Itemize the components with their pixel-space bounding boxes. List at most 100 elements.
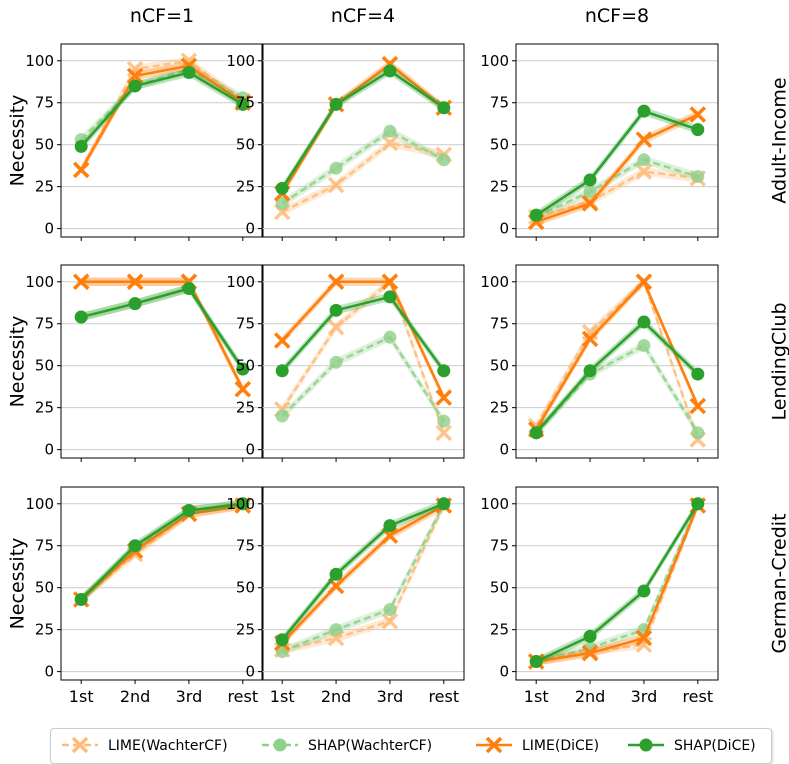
x-tick-label: 1st <box>524 687 549 706</box>
x-stroke <box>327 577 345 595</box>
data-point-x-lime-wachter <box>327 318 345 336</box>
y-tick-label: 50 <box>35 579 54 597</box>
x-tick-label: 3rd <box>176 687 203 706</box>
data-point-shap-dice <box>529 426 543 440</box>
x-stroke <box>635 636 653 653</box>
panel-data <box>273 497 453 659</box>
x-stroke <box>635 131 653 148</box>
y-tick-label: 25 <box>35 621 54 639</box>
y-tick-label: 25 <box>236 399 255 417</box>
series-band-shap-dice <box>282 66 444 193</box>
panel-data <box>273 273 453 442</box>
x-tick-label: 1st <box>270 687 295 706</box>
x-stroke <box>126 67 144 85</box>
series-band-shap-wachter <box>536 341 698 438</box>
series-line-lime-dice <box>535 113 699 224</box>
y-tick-label: 25 <box>35 399 54 417</box>
legend-label: SHAP(WachterCF) <box>308 738 432 754</box>
series-band-shap-dice <box>81 499 243 604</box>
data-point-x-lime-wachter <box>435 424 453 442</box>
data-point-shap-dice <box>182 281 196 295</box>
y-tick-label: 0 <box>245 220 255 238</box>
column-title: nCF=1 <box>130 5 194 27</box>
x-stroke <box>72 161 90 179</box>
row-title: LendingClub <box>769 302 789 420</box>
data-point-shap-wachter <box>329 161 343 175</box>
series-line-lime-wachter <box>80 504 243 601</box>
data-point-shap-wachter <box>329 623 343 637</box>
data-point-shap-dice <box>637 584 651 598</box>
y-tick-label: 50 <box>490 357 509 375</box>
data-point-shap-dice <box>583 629 597 643</box>
series-band-lime-dice <box>536 277 698 434</box>
data-point-x-lime-dice <box>635 629 653 647</box>
y-tick-label: 100 <box>480 495 509 513</box>
data-point-x-lime-dice <box>72 161 90 179</box>
panel-3-1: 0 25 50 75 100 1st 2nd 3rd rest Necessity <box>7 486 264 706</box>
data-point-shap-dice <box>329 97 343 111</box>
data-point-shap-dice <box>236 97 250 111</box>
y-tick-label: 100 <box>226 273 255 291</box>
x-stroke <box>126 60 144 78</box>
data-point-shap-dice <box>583 364 597 378</box>
panel-3-3: 0 25 50 75 100 1st 2nd 3rd rest <box>480 486 719 706</box>
y-tick-label: 50 <box>236 579 255 597</box>
panel-1-3: 0 25 50 75 100 <box>480 43 719 241</box>
legend-label: LIME(WachterCF) <box>108 738 228 754</box>
data-point-shap-dice <box>383 290 397 304</box>
y-tick-label: 100 <box>480 273 509 291</box>
data-point-shap-dice <box>275 633 289 647</box>
data-point-shap-dice <box>128 297 142 311</box>
x-stroke <box>234 380 252 398</box>
x-stroke <box>327 318 345 336</box>
data-point-shap-wachter <box>383 330 397 344</box>
y-tick-label: 50 <box>35 136 54 154</box>
x-tick-label: 2nd <box>120 687 150 706</box>
y-tick-label: 75 <box>236 315 255 333</box>
x-stroke <box>435 389 453 406</box>
y-axis-label: Necessity <box>7 538 29 630</box>
legend-item-lime-wachter: LIME(WachterCF) <box>62 736 228 754</box>
data-point-x-lime-dice <box>435 389 453 406</box>
panel-frame <box>60 264 264 459</box>
data-point-shap-wachter <box>691 170 705 184</box>
series-line-lime-dice <box>281 280 445 399</box>
data-point-shap-dice <box>437 497 451 511</box>
panel-frame <box>60 43 264 238</box>
data-point-x-lime-wachter <box>381 134 399 152</box>
y-tick-label: 100 <box>25 495 54 513</box>
x-stroke <box>581 195 599 212</box>
series-line-shap-wachter <box>80 502 243 601</box>
series-band-shap-wachter <box>536 499 698 666</box>
data-point-shap-dice <box>74 139 88 153</box>
y-tick-label: 0 <box>44 220 54 238</box>
y-tick-label: 75 <box>490 94 509 112</box>
data-point-shap-dice <box>329 303 343 317</box>
y-tick-label: 25 <box>490 621 509 639</box>
legend-label: SHAP(DiCE) <box>674 738 756 754</box>
column-title: nCF=4 <box>331 5 395 27</box>
data-point-shap-dice <box>128 79 142 93</box>
data-point-x-lime-dice <box>689 106 707 123</box>
panel-data <box>527 273 707 448</box>
data-point-shap-dice <box>691 123 705 137</box>
data-point-x-lime-dice <box>234 380 252 398</box>
data-point-shap-dice <box>182 66 196 80</box>
panel-2-3: 0 25 50 75 100 <box>480 264 719 462</box>
y-tick-label: 0 <box>499 441 509 459</box>
y-tick-label: 100 <box>25 52 54 70</box>
y-tick-label: 50 <box>490 136 509 154</box>
x-tick-label: rest <box>428 687 459 706</box>
series-line-lime-dice <box>281 504 445 644</box>
y-tick-label: 100 <box>25 273 54 291</box>
legend-marker <box>71 736 89 754</box>
series-line-lime-dice <box>80 504 243 601</box>
x-stroke <box>327 273 345 291</box>
y-tick-label: 75 <box>35 94 54 112</box>
x-tick-label: 3rd <box>377 687 404 706</box>
series-band-shap-dice <box>536 106 698 220</box>
y-tick-label: 75 <box>35 315 54 333</box>
y-tick-label: 0 <box>245 663 255 681</box>
series-line-lime-dice <box>281 62 445 195</box>
series-band-shap-dice <box>536 317 698 438</box>
